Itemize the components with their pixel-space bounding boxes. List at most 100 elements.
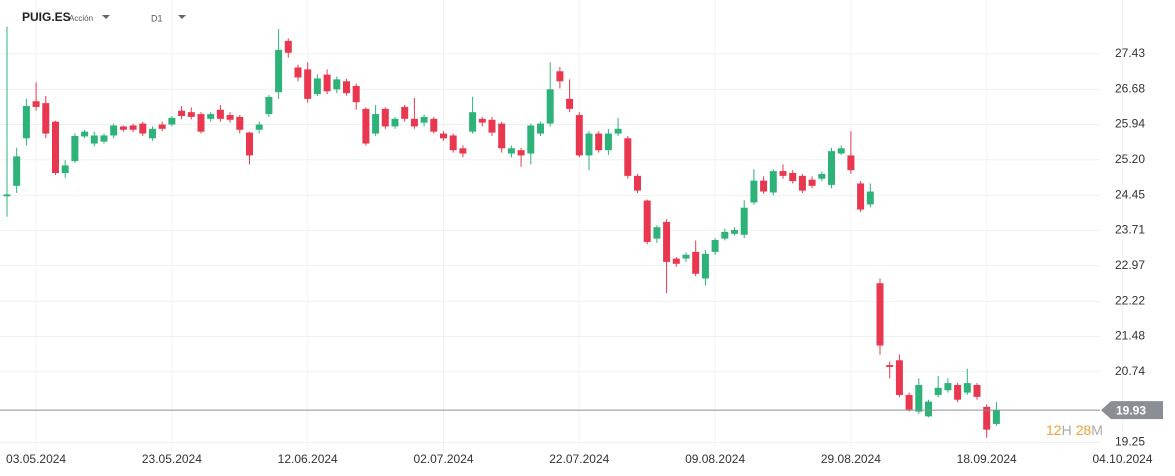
y-tick-label: 22.22 <box>1115 294 1145 308</box>
symbol[interactable]: PUIG.ES <box>22 10 71 24</box>
candle-body <box>265 96 273 115</box>
timeframe-dropdown[interactable] <box>178 15 186 19</box>
candle-body <box>119 126 127 130</box>
candle-body <box>827 151 835 185</box>
candle-body <box>313 78 321 95</box>
candle-body <box>478 118 486 123</box>
candle-body <box>866 191 874 205</box>
candle-body <box>973 384 981 397</box>
candle-body <box>362 108 370 144</box>
candle-body <box>323 74 331 92</box>
countdown: 12H 28M <box>1046 422 1103 438</box>
candle-body <box>352 86 360 103</box>
candle-body <box>81 131 89 137</box>
candle-body <box>216 109 224 119</box>
candle-body <box>934 387 942 395</box>
candle-body <box>847 155 855 171</box>
candle-body <box>61 165 69 174</box>
candle-body <box>633 175 641 191</box>
candle-body <box>595 133 603 151</box>
candle-body <box>158 124 166 129</box>
candle-body <box>701 253 709 279</box>
candle-body <box>71 135 79 162</box>
candle-body <box>342 81 350 94</box>
candle-body <box>954 384 962 400</box>
candle-body <box>643 200 651 242</box>
candle-body <box>488 119 496 133</box>
x-tick-label: 12.06.2024 <box>278 452 338 466</box>
candle-body <box>275 49 283 93</box>
candles <box>3 26 1000 438</box>
candle-body <box>517 150 525 156</box>
last-price-label: 19.93 <box>1116 403 1146 417</box>
candle-body <box>3 194 11 197</box>
candle-body <box>449 135 457 151</box>
candle-body <box>439 133 447 139</box>
candle-body <box>168 117 176 125</box>
candle-body <box>139 123 147 134</box>
candle-body <box>420 116 428 123</box>
symbol-dropdown[interactable] <box>102 15 110 19</box>
candle-body <box>469 112 477 132</box>
candle-body <box>614 128 622 134</box>
candle-body <box>604 133 612 151</box>
candle-body <box>372 114 380 134</box>
y-tick-label: 23.71 <box>1115 223 1145 237</box>
candle-body <box>963 383 971 393</box>
candle-body <box>876 283 884 346</box>
candle-body <box>682 254 690 259</box>
y-tick-label: 21.48 <box>1115 329 1145 343</box>
candle-body <box>410 118 418 127</box>
candle-body <box>236 116 244 130</box>
candle-body <box>905 394 913 410</box>
candle-body <box>983 406 991 430</box>
candle-body <box>760 180 768 192</box>
grid <box>0 0 1124 452</box>
candle-body <box>148 128 156 139</box>
candle-body <box>333 79 341 90</box>
candle-body <box>42 103 50 134</box>
candle-body <box>653 227 661 239</box>
candle-body <box>944 383 952 391</box>
candle-body <box>536 123 544 134</box>
y-tick-label: 25.20 <box>1115 152 1145 166</box>
x-tick-label: 18.09.2024 <box>957 452 1017 466</box>
candle-body <box>575 115 583 156</box>
candle-body <box>391 118 399 127</box>
y-tick-label: 27.43 <box>1115 46 1145 60</box>
candle-body <box>207 114 215 119</box>
candle-body <box>750 180 758 203</box>
candle-body <box>304 69 312 99</box>
x-tick-label: 03.05.2024 <box>6 452 66 466</box>
x-tick-label: 22.07.2024 <box>549 452 609 466</box>
countdown-hours-unit: H <box>1062 422 1072 438</box>
x-tick-label: 02.07.2024 <box>413 452 473 466</box>
candle-body <box>895 360 903 395</box>
last-price-tag <box>1101 401 1163 420</box>
candle-body <box>110 125 118 136</box>
candle-body <box>837 148 845 154</box>
candle-body <box>886 365 894 367</box>
candle-body <box>546 89 554 124</box>
candle-body <box>22 105 30 139</box>
candle-body <box>789 173 797 182</box>
x-tick-label: 29.08.2024 <box>821 452 881 466</box>
candle-body <box>294 67 302 78</box>
y-tick-label: 20.74 <box>1115 364 1145 378</box>
candle-body <box>498 123 506 149</box>
candle-body <box>100 135 108 142</box>
candle-body <box>663 221 671 262</box>
candle-body <box>381 108 389 127</box>
candle-body <box>13 156 21 186</box>
candle-body <box>925 401 933 417</box>
candle-body <box>401 106 409 119</box>
candle-body <box>585 133 593 156</box>
candle-body <box>624 138 632 176</box>
y-tick-label: 22.97 <box>1115 258 1145 272</box>
timeframe[interactable]: D1 <box>151 13 163 23</box>
candle-body <box>187 112 195 117</box>
candle-body <box>818 173 826 179</box>
candle-body <box>692 251 700 274</box>
candle-body <box>90 135 98 144</box>
